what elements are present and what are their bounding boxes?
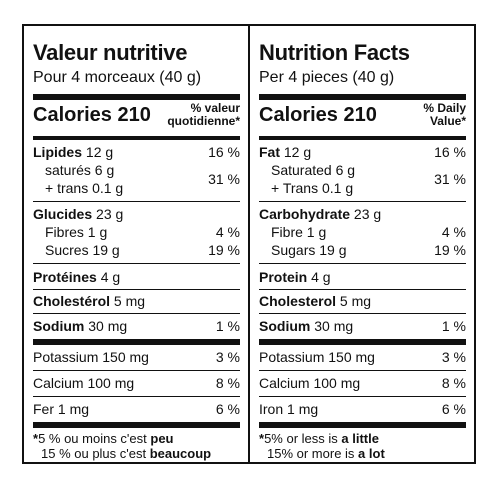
divider <box>33 313 240 314</box>
serving-size: Pour 4 morceaux (40 g) <box>33 69 202 86</box>
divider <box>33 396 240 397</box>
divider-thick <box>33 94 240 100</box>
french-panel: Valeur nutritive Pour 4 morceaux (40 g) … <box>24 26 248 462</box>
sodium-row: Sodium 30 mg 1 % <box>259 318 466 334</box>
calories-row: Calories 210 % valeur quotidienne* <box>33 100 240 134</box>
cholesterol-row: Cholestérol 5 mg <box>33 293 146 309</box>
footnote: *5 % ou moins c'est peu 15 % ou plus c'e… <box>33 431 212 461</box>
trans-row: + Trans 0.1 g <box>271 180 354 196</box>
divider-thick <box>259 339 466 345</box>
footnote: *5% or less is a little 15% or more is a… <box>259 431 385 461</box>
fat-row: Fat 12 g 16 % <box>259 144 466 160</box>
divider <box>33 370 240 371</box>
divider <box>259 289 466 290</box>
daily-value-header: % Daily Value* <box>423 101 466 128</box>
divider-medium <box>259 136 466 140</box>
divider-thick <box>259 422 466 428</box>
saturated-row: Saturated 6 g 31 % <box>271 162 466 187</box>
sugars-row: Sugars 19 g 19 % <box>271 242 466 258</box>
sugars-row: Sucres 19 g 19 % <box>45 242 240 258</box>
protein-row: Protein 4 g <box>259 269 331 285</box>
carbohydrate-row: Carbohydrate 23 g <box>259 206 382 222</box>
divider-medium <box>33 136 240 140</box>
cholesterol-row: Cholesterol 5 mg <box>259 293 372 309</box>
sodium-row: Sodium 30 mg 1 % <box>33 318 240 334</box>
trans-row: + trans 0.1 g <box>45 180 124 196</box>
saturated-row: saturés 6 g 31 % <box>45 162 240 187</box>
fat-row: Lipides 12 g 16 % <box>33 144 240 160</box>
potassium-row: Potassium 150 mg 3 % <box>33 349 240 365</box>
calories: Calories 210 <box>259 104 377 126</box>
protein-row: Protéines 4 g <box>33 269 121 285</box>
iron-row: Iron 1 mg 6 % <box>259 401 466 417</box>
panel-title: Nutrition Facts <box>259 40 410 65</box>
daily-value-header: % valeur quotidienne* <box>167 101 240 128</box>
carbohydrate-row: Glucides 23 g <box>33 206 124 222</box>
divider-thick <box>33 422 240 428</box>
divider <box>33 289 240 290</box>
divider <box>259 313 466 314</box>
nutrition-label: Valeur nutritive Pour 4 morceaux (40 g) … <box>22 24 476 464</box>
calcium-row: Calcium 100 mg 8 % <box>259 375 466 391</box>
calcium-row: Calcium 100 mg 8 % <box>33 375 240 391</box>
iron-row: Fer 1 mg 6 % <box>33 401 240 417</box>
potassium-row: Potassium 150 mg 3 % <box>259 349 466 365</box>
divider <box>259 396 466 397</box>
divider <box>33 263 240 264</box>
calories: Calories 210 <box>33 104 151 126</box>
divider <box>33 201 240 202</box>
serving-size: Per 4 pieces (40 g) <box>259 69 395 86</box>
panel-title: Valeur nutritive <box>33 40 188 65</box>
calories-row: Calories 210 % Daily Value* <box>259 100 466 134</box>
divider <box>259 370 466 371</box>
divider-thick <box>259 94 466 100</box>
divider-thick <box>33 339 240 345</box>
divider <box>259 201 466 202</box>
divider <box>259 263 466 264</box>
english-panel: Nutrition Facts Per 4 pieces (40 g) Calo… <box>248 26 474 462</box>
